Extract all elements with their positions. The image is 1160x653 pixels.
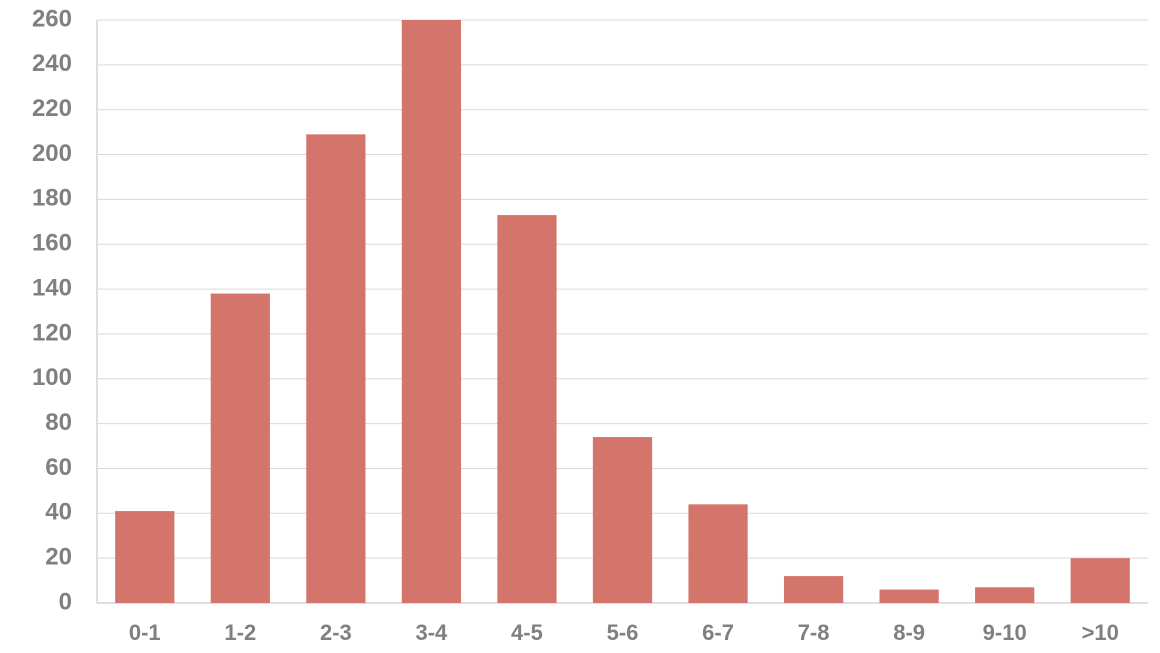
- bar: [497, 215, 557, 604]
- y-tick-label: 200: [32, 140, 72, 167]
- x-tick-label: 6-7: [702, 620, 734, 645]
- y-tick-label: 0: [59, 588, 72, 615]
- bar: [783, 576, 844, 603]
- bar: [306, 134, 366, 603]
- bar: [1070, 558, 1130, 603]
- y-tick-label: 60: [45, 454, 72, 481]
- x-tick-label: 3-4: [416, 620, 449, 645]
- y-tick-label: 260: [32, 5, 72, 32]
- x-tick-label: 9-10: [983, 620, 1027, 645]
- x-tick-label: 0-1: [129, 620, 161, 645]
- bar: [879, 589, 939, 603]
- x-tick-label: 5-6: [607, 620, 639, 645]
- x-tick-label: 8-9: [893, 620, 925, 645]
- x-tick-label: 2-3: [320, 620, 352, 645]
- bar: [592, 437, 653, 603]
- bar: [210, 293, 270, 603]
- x-tick-label: 1-2: [224, 620, 256, 645]
- y-tick-label: 40: [45, 499, 72, 526]
- x-tick-label: 4-5: [511, 620, 543, 645]
- bar: [115, 511, 175, 603]
- y-tick-label: 120: [32, 319, 72, 346]
- bar: [401, 20, 462, 603]
- y-tick-label: 160: [32, 230, 72, 257]
- y-tick-label: 180: [32, 185, 72, 212]
- y-tick-label: 140: [32, 274, 72, 301]
- y-tick-label: 80: [45, 409, 72, 436]
- y-tick-label: 100: [32, 364, 72, 391]
- y-tick-label: 220: [32, 95, 72, 122]
- bar: [975, 587, 1035, 603]
- x-tick-label: 7-8: [798, 620, 830, 645]
- y-tick-label: 20: [45, 543, 72, 570]
- bar: [688, 504, 748, 603]
- x-tick-label: >10: [1082, 620, 1119, 645]
- y-tick-label: 240: [32, 50, 72, 77]
